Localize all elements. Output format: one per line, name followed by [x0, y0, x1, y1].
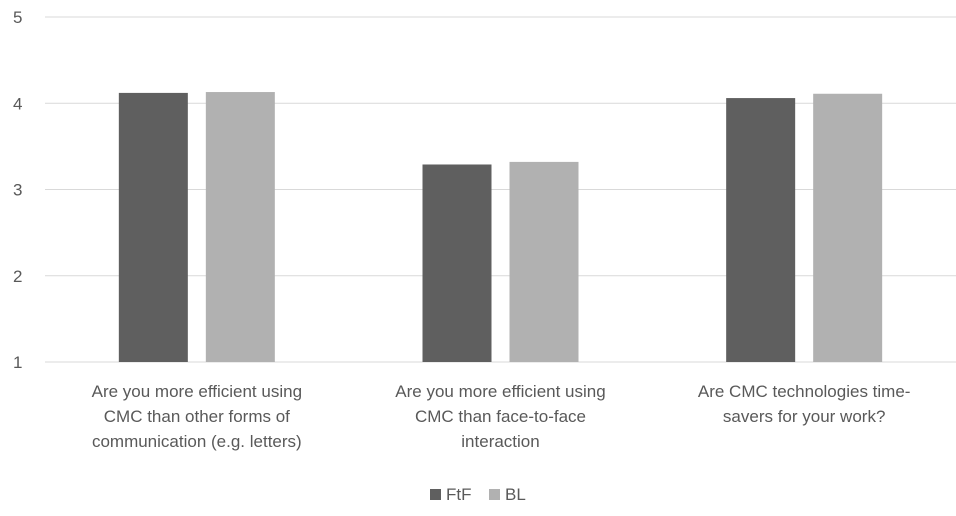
- legend-swatch-ftf: [430, 489, 441, 500]
- x-category-label-line: Are you more efficient using: [92, 382, 302, 401]
- legend-label-ftf: FtF: [446, 485, 472, 504]
- bar-bl-3: [813, 93, 883, 362]
- bar-ftf-1: [118, 92, 188, 363]
- y-tick-label: 1: [13, 353, 22, 372]
- x-category-label-line: communication (e.g. letters): [92, 432, 302, 451]
- y-tick-label: 4: [13, 94, 22, 113]
- x-category-label-line: CMC than face-to-face: [415, 407, 586, 426]
- y-tick-label: 2: [13, 267, 22, 286]
- x-category-label-line: Are you more efficient using: [395, 382, 605, 401]
- bar-ftf-2: [422, 164, 492, 362]
- x-axis-categories: Are you more efficient using CMC than oth…: [92, 382, 911, 451]
- y-tick-label: 3: [13, 181, 22, 200]
- bar-bl-2: [509, 161, 579, 362]
- gridlines: [45, 16, 956, 363]
- legend-swatch-bl: [489, 489, 500, 500]
- bar-ftf-3: [726, 98, 796, 362]
- x-category-label-line: savers for your work?: [723, 407, 886, 426]
- legend: FtF BL: [430, 485, 526, 504]
- y-tick-label: 5: [13, 8, 22, 27]
- x-category-label-line: CMC than other forms of: [104, 407, 290, 426]
- x-category-label-line: Are CMC technologies time-: [698, 382, 911, 401]
- bar-bl-1: [205, 92, 275, 362]
- y-axis-ticks: 1 2 3 4 5: [13, 8, 22, 372]
- legend-label-bl: BL: [505, 485, 526, 504]
- bars: [118, 92, 883, 363]
- x-category-label-line: interaction: [461, 432, 539, 451]
